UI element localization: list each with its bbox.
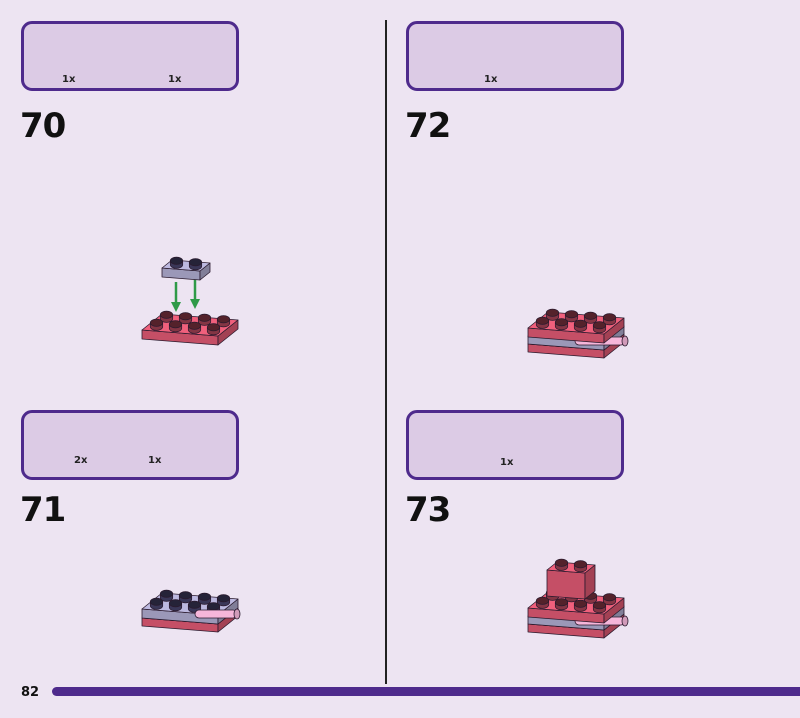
- stud: [583, 311, 598, 324]
- stud: [178, 591, 193, 604]
- part-qty: 1x: [62, 74, 76, 85]
- stud: [149, 318, 164, 331]
- stud: [592, 601, 607, 614]
- stud: [592, 321, 607, 334]
- parts-list-step-70: 1x 1x: [21, 21, 239, 91]
- part-qty: 1x: [148, 455, 162, 466]
- column-divider: [385, 20, 387, 684]
- page-number: 82: [21, 685, 40, 700]
- arrow-down-icon: [171, 282, 181, 312]
- stud: [573, 599, 588, 612]
- assembly-trans-lavender-plate-1x2: [161, 256, 211, 281]
- stud: [535, 316, 550, 329]
- stud: [545, 308, 560, 321]
- stud: [149, 597, 164, 610]
- part-qty: 1x: [168, 74, 182, 85]
- assembly-clip-bar: [194, 608, 241, 620]
- stud: [159, 310, 174, 323]
- part-qty: 2x: [74, 455, 88, 466]
- stud: [554, 318, 569, 331]
- stud: [169, 256, 184, 269]
- stud: [602, 313, 617, 326]
- parts-list-step-73: 1x: [406, 410, 624, 480]
- assembly-lavender-layer: [141, 589, 239, 625]
- stud: [554, 558, 569, 571]
- parts-list-step-71: 2x 1x: [21, 410, 239, 480]
- stud: [564, 310, 579, 323]
- part-qty: 1x: [500, 457, 514, 468]
- stud: [573, 319, 588, 332]
- stud: [197, 592, 212, 605]
- stud: [168, 599, 183, 612]
- step-number: 72: [405, 106, 451, 146]
- stud: [187, 321, 202, 334]
- arrow-down-icon: [190, 279, 200, 309]
- assembly-coral-brick-1x2: [546, 558, 596, 600]
- stud: [216, 594, 231, 607]
- part-qty: 1x: [484, 74, 498, 85]
- stud: [573, 560, 588, 573]
- stud: [216, 315, 231, 328]
- step-number: 70: [20, 106, 66, 146]
- page-progress-bar: [52, 687, 800, 696]
- stud: [159, 589, 174, 602]
- stud: [168, 320, 183, 333]
- stud: [178, 312, 193, 325]
- step-number: 73: [405, 490, 451, 530]
- stud: [197, 313, 212, 326]
- stud: [602, 593, 617, 606]
- stud: [206, 323, 221, 336]
- step-number: 71: [20, 490, 66, 530]
- assembly-coral-plate-top: [527, 308, 625, 344]
- stud: [535, 596, 550, 609]
- stud: [188, 258, 203, 271]
- parts-list-step-72: 1x: [406, 21, 624, 91]
- assembly-coral-plate-2x4: [141, 310, 239, 346]
- stud: [554, 598, 569, 611]
